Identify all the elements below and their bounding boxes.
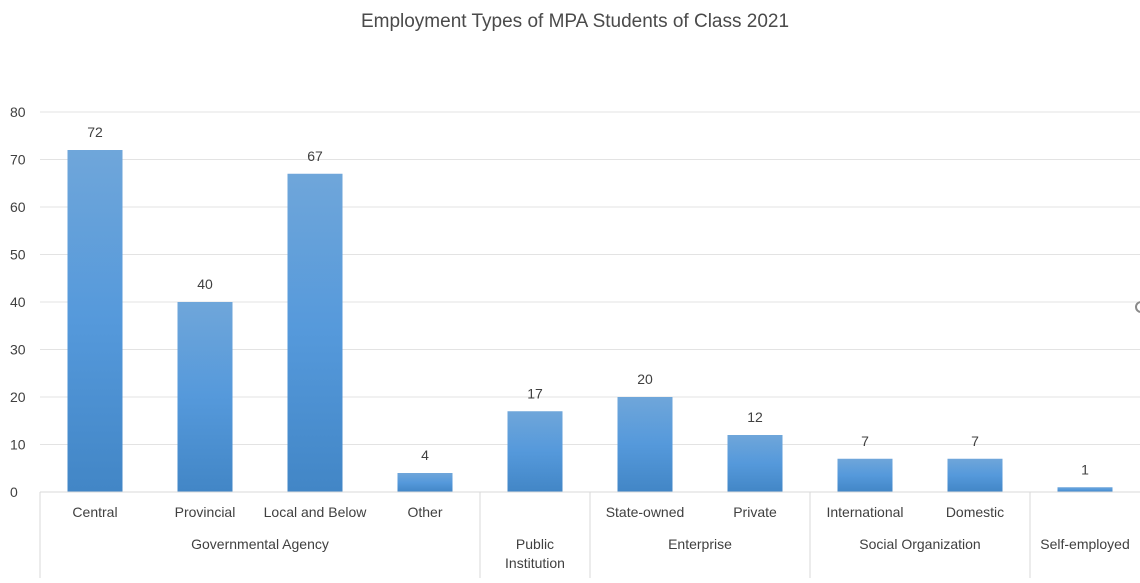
- x-group-label: Self-employed: [1040, 536, 1130, 552]
- x-category-label: State-owned: [606, 504, 685, 520]
- x-category-label: Central: [72, 504, 117, 520]
- x-category-label: Private: [733, 504, 777, 520]
- x-group-label: Public Institution: [505, 536, 565, 571]
- chart-resize-handle[interactable]: [1135, 301, 1140, 313]
- chart-title: Employment Types of MPA Students of Clas…: [361, 11, 789, 32]
- x-group-label: Social Organization: [859, 536, 980, 552]
- y-tick-label: 50: [10, 247, 26, 263]
- bar[interactable]: [617, 397, 673, 492]
- y-tick-label: 40: [10, 294, 26, 310]
- bar[interactable]: [67, 150, 123, 492]
- data-label: 17: [527, 385, 543, 401]
- data-label: 20: [637, 371, 653, 387]
- bar[interactable]: [837, 458, 893, 492]
- data-label: 40: [197, 276, 213, 292]
- y-tick-label: 10: [10, 437, 26, 453]
- y-tick-label: 70: [10, 152, 26, 168]
- bar[interactable]: [177, 302, 233, 492]
- y-tick-label: 60: [10, 199, 26, 215]
- x-category-label: International: [826, 504, 903, 520]
- x-category-label: Provincial: [175, 504, 236, 520]
- bar[interactable]: [727, 435, 783, 492]
- bar[interactable]: [287, 173, 343, 492]
- data-label: 67: [307, 148, 323, 164]
- data-label: 12: [747, 409, 763, 425]
- y-tick-label: 0: [10, 484, 18, 500]
- y-tick-label: 30: [10, 342, 26, 358]
- data-label: 4: [421, 447, 429, 463]
- data-label: 72: [87, 124, 103, 140]
- y-tick-label: 20: [10, 389, 26, 405]
- y-tick-label: 80: [10, 104, 26, 120]
- data-label: 7: [971, 433, 979, 449]
- x-category-label: Local and Below: [264, 504, 368, 520]
- bar[interactable]: [1057, 487, 1113, 492]
- bar[interactable]: [947, 458, 1003, 492]
- x-group-label: Governmental Agency: [191, 536, 329, 552]
- bar[interactable]: [397, 473, 453, 492]
- x-category-label: Other: [407, 504, 442, 520]
- x-group-label: Enterprise: [668, 536, 732, 552]
- bar[interactable]: [507, 411, 563, 492]
- data-label: 7: [861, 433, 869, 449]
- x-category-label: Domestic: [946, 504, 1004, 520]
- data-label: 1: [1081, 461, 1089, 477]
